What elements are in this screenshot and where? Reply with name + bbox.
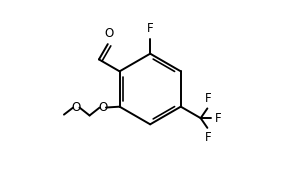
Text: F: F [204,131,211,144]
Text: O: O [104,27,113,40]
Text: O: O [98,101,107,114]
Text: F: F [204,92,211,105]
Text: O: O [72,101,81,114]
Text: F: F [215,112,222,125]
Text: F: F [147,22,154,35]
